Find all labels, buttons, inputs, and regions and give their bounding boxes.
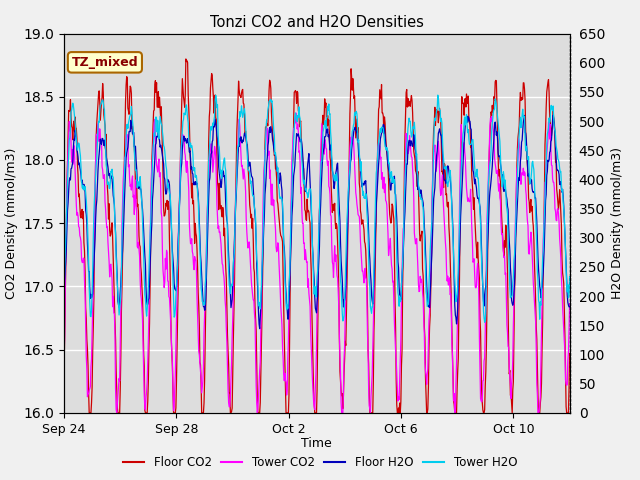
- Floor H2O: [348, 157, 355, 163]
- Tower CO2: [470, 258, 477, 264]
- Tower H2O: [469, 137, 477, 143]
- Tower H2O: [271, 151, 279, 157]
- Line: Tower H2O: Tower H2O: [64, 95, 570, 322]
- Tower H2O: [78, 185, 86, 191]
- Floor CO2: [348, 75, 355, 81]
- Line: Floor CO2: Floor CO2: [64, 59, 570, 413]
- Y-axis label: CO2 Density (mmol/m3): CO2 Density (mmol/m3): [5, 147, 18, 299]
- Line: Floor H2O: Floor H2O: [64, 115, 570, 329]
- Tower CO2: [78, 259, 86, 265]
- Floor H2O: [179, 139, 187, 145]
- Floor CO2: [245, 189, 253, 194]
- Floor CO2: [182, 56, 189, 62]
- Floor CO2: [60, 373, 68, 379]
- Floor H2O: [256, 326, 264, 332]
- Tower H2O: [60, 288, 68, 294]
- Tower CO2: [244, 240, 252, 246]
- Tower H2O: [179, 119, 187, 124]
- Legend: Floor CO2, Tower CO2, Floor H2O, Tower H2O: Floor CO2, Tower CO2, Floor H2O, Tower H…: [118, 452, 522, 474]
- Y-axis label: H2O Density (mmol/m3): H2O Density (mmol/m3): [611, 147, 623, 299]
- Floor H2O: [549, 112, 557, 118]
- Floor H2O: [244, 155, 252, 161]
- Tower CO2: [271, 227, 279, 232]
- Floor CO2: [470, 206, 477, 212]
- Tower H2O: [481, 319, 488, 325]
- Floor CO2: [180, 94, 188, 100]
- Tower H2O: [566, 274, 573, 279]
- X-axis label: Time: Time: [301, 437, 332, 450]
- Tower H2O: [244, 167, 252, 173]
- Floor CO2: [272, 167, 280, 173]
- Tower CO2: [180, 132, 188, 138]
- Floor CO2: [85, 410, 93, 416]
- Floor H2O: [271, 153, 279, 159]
- Tower H2O: [347, 152, 355, 158]
- Floor H2O: [566, 304, 573, 310]
- Text: TZ_mixed: TZ_mixed: [72, 56, 138, 69]
- Tower H2O: [434, 92, 442, 98]
- Tower CO2: [566, 300, 573, 306]
- Floor H2O: [78, 177, 86, 183]
- Line: Tower CO2: Tower CO2: [64, 113, 570, 413]
- Tower CO2: [113, 410, 120, 416]
- Tower CO2: [348, 140, 355, 146]
- Tower CO2: [60, 353, 68, 359]
- Floor CO2: [566, 350, 573, 356]
- Floor H2O: [60, 294, 68, 300]
- Floor H2O: [469, 168, 477, 173]
- Title: Tonzi CO2 and H2O Densities: Tonzi CO2 and H2O Densities: [210, 15, 424, 30]
- Tower CO2: [292, 110, 300, 116]
- Floor CO2: [78, 206, 86, 212]
